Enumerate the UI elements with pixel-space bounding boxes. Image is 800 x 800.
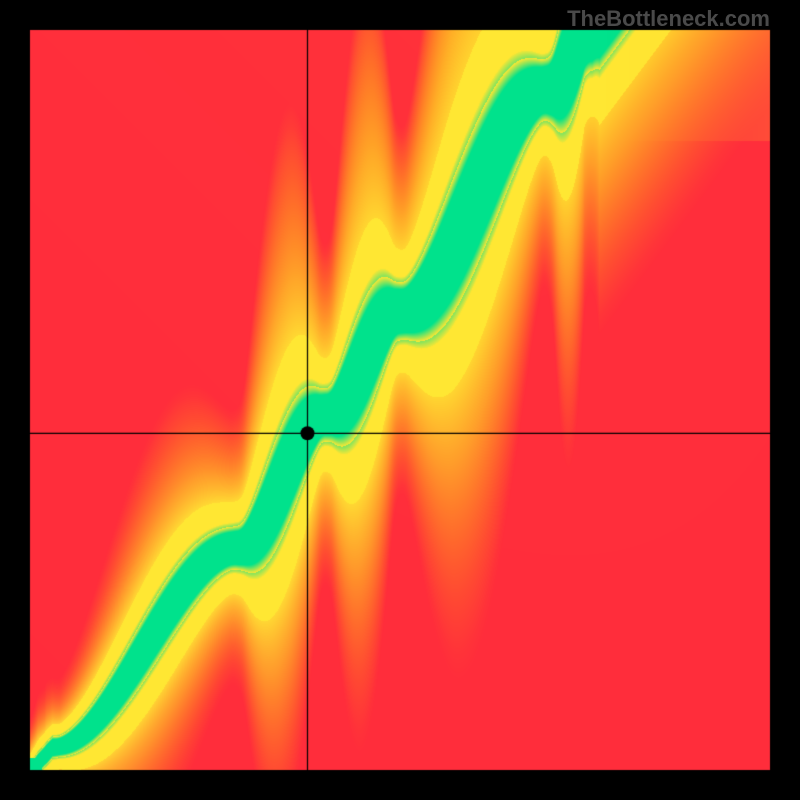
attribution-text: TheBottleneck.com [567, 6, 770, 32]
chart-container: TheBottleneck.com [0, 0, 800, 800]
heatmap-canvas [0, 0, 800, 800]
